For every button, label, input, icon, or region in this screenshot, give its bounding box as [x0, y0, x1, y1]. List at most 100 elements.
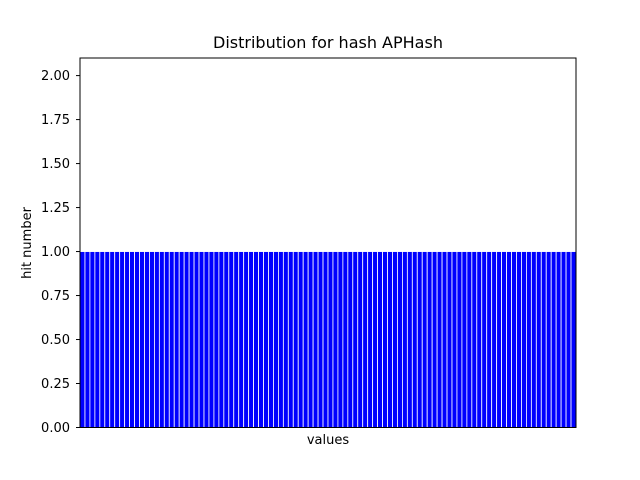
bar — [134, 251, 140, 428]
bar — [555, 251, 562, 428]
bar — [481, 251, 488, 428]
bar — [99, 251, 106, 428]
bar — [456, 251, 463, 428]
bar — [491, 251, 498, 428]
bar — [441, 251, 448, 428]
bar — [545, 251, 552, 428]
bar — [327, 251, 334, 428]
bar — [193, 251, 200, 428]
bar — [223, 251, 230, 428]
bar — [183, 251, 190, 428]
x-axis-label: values — [307, 433, 350, 448]
chart-title: Distribution for hash APHash — [213, 33, 443, 52]
bar — [337, 251, 344, 428]
bar — [119, 251, 126, 428]
bar — [406, 251, 413, 428]
bar — [163, 251, 170, 428]
bar — [109, 251, 116, 428]
bar — [89, 251, 96, 428]
bar — [248, 251, 254, 428]
bar — [451, 251, 458, 428]
bar — [431, 251, 438, 428]
bar — [277, 251, 284, 428]
bar — [466, 251, 473, 428]
bar — [560, 251, 567, 428]
bar — [377, 251, 383, 428]
bar — [347, 251, 354, 428]
y-tick-label: 0.50 — [41, 333, 70, 348]
bar — [367, 251, 374, 428]
bar — [188, 251, 195, 428]
bar — [307, 251, 314, 428]
bar — [511, 251, 517, 428]
bar — [506, 251, 512, 428]
bar — [496, 251, 503, 428]
bar — [312, 251, 319, 428]
plot-frame — [79, 57, 577, 428]
bar — [401, 251, 408, 428]
bar — [273, 251, 279, 428]
bar — [421, 251, 428, 428]
bar — [392, 251, 398, 428]
bar — [94, 251, 101, 428]
bar — [382, 251, 388, 428]
bar — [516, 251, 522, 428]
bar — [342, 251, 349, 428]
bar — [565, 251, 572, 428]
bar — [253, 251, 259, 428]
bar — [198, 251, 205, 428]
bar — [436, 251, 443, 428]
y-tick-label: 1.25 — [41, 201, 70, 216]
bar — [416, 251, 423, 428]
bar — [317, 251, 324, 428]
bar — [476, 251, 483, 428]
bar — [570, 251, 577, 428]
bar — [372, 251, 379, 428]
bar — [297, 251, 304, 428]
bar — [79, 251, 86, 428]
bar — [411, 251, 418, 428]
bar — [124, 251, 130, 428]
bar — [332, 251, 339, 428]
bar — [129, 251, 135, 428]
y-axis-ticks: 0.00 0.25 0.50 0.75 1.00 1.25 1.50 1.75 2.00 — [41, 69, 80, 436]
bar — [461, 251, 468, 428]
bars-group — [79, 251, 577, 428]
bar — [263, 251, 269, 428]
y-tick-label: 1.00 — [41, 245, 70, 260]
bar — [550, 251, 557, 428]
bar — [446, 251, 453, 428]
bar — [530, 251, 537, 428]
bar — [144, 251, 150, 428]
y-tick-label: 2.00 — [41, 69, 70, 84]
bar — [158, 251, 165, 428]
y-tick-label: 0.00 — [41, 421, 70, 436]
bar — [84, 251, 91, 428]
bar — [153, 251, 160, 428]
bar — [243, 251, 250, 428]
bar — [471, 251, 478, 428]
bar — [292, 251, 299, 428]
bar — [287, 251, 294, 428]
y-tick-label: 0.25 — [41, 377, 70, 392]
bar — [258, 251, 264, 428]
bar — [282, 251, 289, 428]
bar — [501, 251, 507, 428]
y-axis-label: hit number — [20, 206, 35, 278]
bar — [362, 251, 369, 428]
bar — [178, 251, 185, 428]
bar — [426, 251, 433, 428]
bar — [139, 251, 145, 428]
bar — [238, 251, 245, 428]
bar — [268, 251, 274, 428]
bar — [203, 251, 210, 428]
y-tick-label: 1.75 — [41, 113, 70, 128]
bar — [213, 251, 220, 428]
y-tick-label: 0.75 — [41, 289, 70, 304]
bar — [526, 251, 532, 428]
bar — [208, 251, 215, 428]
bar — [486, 251, 493, 428]
bar — [540, 251, 547, 428]
bar — [302, 251, 309, 428]
